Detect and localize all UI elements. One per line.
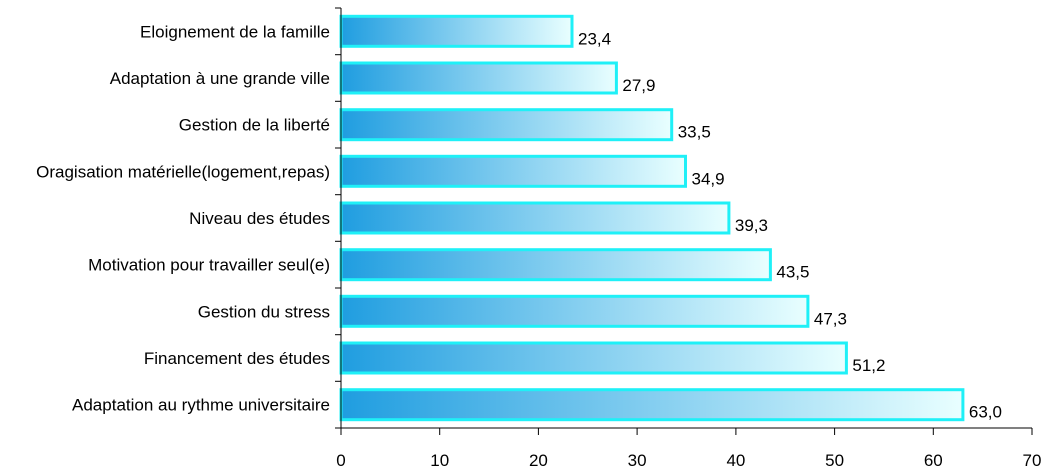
bar xyxy=(339,341,848,375)
bar xyxy=(339,248,772,282)
category-label: Oragisation matérielle(logement,repas) xyxy=(36,162,330,181)
axes: 0 10 20 30 40 50 60 70 xyxy=(335,7,1042,470)
category-label: Niveau des études xyxy=(189,209,330,228)
value-label: 27,9 xyxy=(622,76,655,95)
bar xyxy=(339,154,687,188)
value-label: 33,5 xyxy=(678,123,711,142)
value-label: 43,5 xyxy=(776,263,809,282)
value-label: 39,3 xyxy=(735,216,768,235)
value-label: 34,9 xyxy=(692,169,725,188)
category-label: Motivation pour travailler seul(e) xyxy=(88,256,330,275)
bar xyxy=(339,14,574,48)
category-label: Gestion du stress xyxy=(198,302,330,321)
bar xyxy=(339,61,618,95)
value-label: 23,4 xyxy=(578,29,611,48)
bar xyxy=(339,388,965,422)
x-tick-label: 30 xyxy=(628,451,647,470)
bar xyxy=(339,294,810,328)
category-label: Financement des études xyxy=(144,349,330,368)
bar xyxy=(339,201,731,235)
category-label: Gestion de la liberté xyxy=(179,116,330,135)
value-labels: 23,4 27,9 33,5 34,9 39,3 43,5 47,3 51,2 63,0 xyxy=(578,29,1002,421)
category-labels: Eloignement de la famille Adaptation à un… xyxy=(36,22,330,414)
value-label: 51,2 xyxy=(852,356,885,375)
category-label: Eloignement de la famille xyxy=(140,22,330,41)
category-label: Adaptation au rythme universitaire xyxy=(72,396,330,415)
x-tick-label: 20 xyxy=(529,451,548,470)
value-label: 63,0 xyxy=(969,403,1002,422)
value-label: 47,3 xyxy=(814,309,847,328)
bar xyxy=(339,108,674,142)
x-tick-label: 50 xyxy=(825,451,844,470)
category-label: Adaptation à une grande ville xyxy=(110,69,330,88)
x-tick-label: 0 xyxy=(336,451,345,470)
x-tick-label: 60 xyxy=(924,451,943,470)
x-tick-label: 40 xyxy=(726,451,745,470)
x-tick-label: 70 xyxy=(1023,451,1042,470)
x-tick-label: 10 xyxy=(430,451,449,470)
